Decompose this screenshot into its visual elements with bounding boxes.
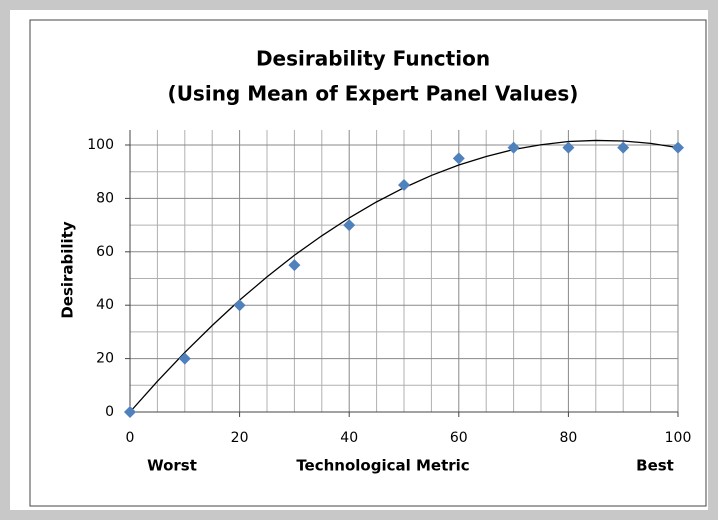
chart-title: Desirability Function — [256, 47, 490, 71]
y-tick-label: 100 — [87, 137, 114, 153]
x-tick-label: 60 — [450, 430, 468, 446]
y-tick-label: 0 — [105, 404, 114, 420]
y-tick-label: 40 — [96, 297, 114, 313]
y-axis-label: Desirability — [59, 221, 77, 319]
point — [398, 179, 410, 192]
point — [124, 406, 136, 418]
x-tick-label: 0 — [126, 430, 135, 446]
x-tick-label: 80 — [559, 430, 577, 446]
point — [233, 299, 246, 312]
x-tick-label: 20 — [231, 430, 249, 446]
point — [617, 141, 630, 154]
y-tick-label: 80 — [96, 190, 114, 206]
x-tick-label: 40 — [340, 430, 358, 446]
chart-subtitle: (Using Mean of Expert Panel Values) — [168, 82, 579, 106]
point — [672, 141, 684, 154]
annotation: Best — [636, 457, 674, 475]
point — [288, 259, 301, 272]
chart-box — [29, 19, 707, 507]
point — [452, 152, 465, 165]
point — [507, 141, 520, 154]
point — [343, 219, 356, 232]
point — [562, 141, 575, 154]
point — [178, 352, 191, 365]
x-tick-label: 100 — [665, 430, 692, 446]
y-tick-label: 20 — [96, 351, 114, 367]
y-tick-label: 60 — [96, 244, 114, 260]
annotation: Worst — [147, 457, 197, 475]
x-axis-label: Technological Metric — [296, 457, 469, 475]
